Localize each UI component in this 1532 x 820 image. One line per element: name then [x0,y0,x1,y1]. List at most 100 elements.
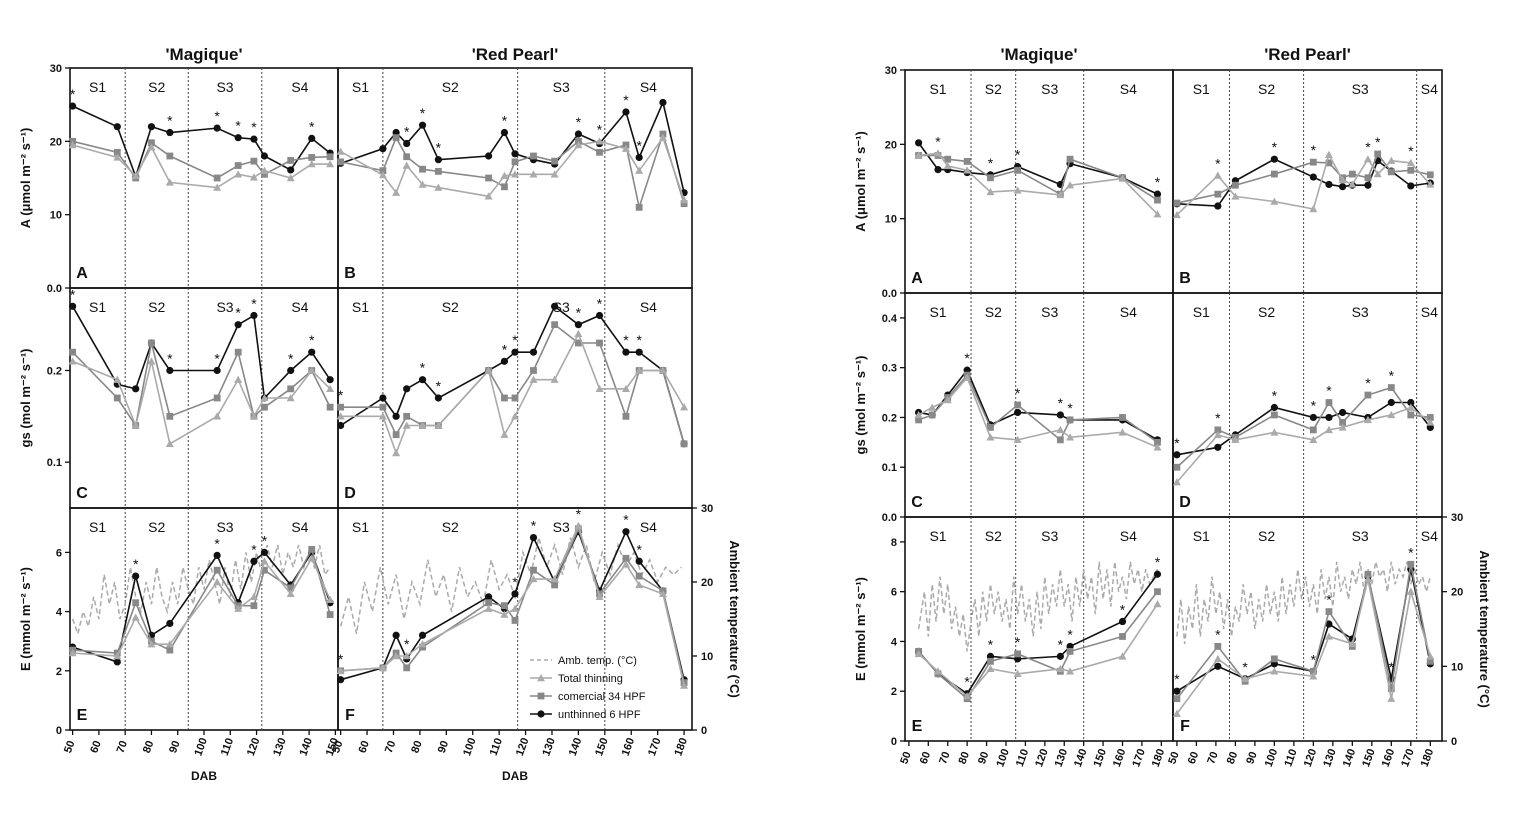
significance-star: * [636,332,642,348]
y-tick-label: 6 [891,587,897,599]
data-point [1309,667,1317,675]
data-point [113,153,122,161]
data-point [402,161,411,169]
data-point [1270,403,1278,412]
temperature-line [1176,561,1432,645]
significance-star: * [70,286,76,302]
data-point [379,145,387,153]
data-point [485,599,492,607]
series-line-comercial-34-hpf [72,547,331,654]
panel-frame-B [1172,69,1443,294]
data-point [250,557,258,565]
x-tick-label: 90 [1244,750,1259,766]
significance-star: * [576,305,582,321]
temp-tick-label: 10 [1451,661,1463,673]
data-point [148,139,155,147]
series-line-unthinned-6-hpf [918,368,1158,441]
data-point [511,348,519,356]
stage-label-S3: S3 [553,79,570,95]
data-point [68,357,77,365]
data-point [336,666,345,674]
data-point [379,167,387,175]
data-point [680,681,689,689]
significance-star: * [576,506,582,522]
data-point [1013,435,1022,444]
data-point [596,339,603,347]
data-point [392,631,400,639]
y-tick-label: 10 [50,210,62,222]
panel-letter-C: C [911,494,923,511]
data-point [1325,159,1333,167]
data-point [1214,426,1222,434]
x-tick-label: 130 [540,736,558,757]
significance-star: * [167,113,173,129]
data-point [529,375,538,383]
panel-frame-E [69,507,339,731]
data-point [403,385,411,393]
data-point [1407,560,1415,568]
data-point [622,412,630,420]
data-point [963,373,972,381]
data-point [680,200,688,208]
data-point [1066,433,1075,441]
data-point [1173,463,1181,471]
temp-tick-label: 10 [701,651,713,663]
data-point [1309,435,1318,444]
data-point [1374,150,1382,158]
data-point [213,578,222,586]
data-point [392,431,400,439]
data-point [551,321,559,329]
data-point [287,385,295,393]
significance-star: * [512,574,518,590]
data-point [659,98,667,107]
data-point [596,148,603,156]
stage-label-S1: S1 [1193,81,1210,97]
data-point [1214,643,1222,650]
data-point [1309,426,1317,434]
x-tick-label: 120 [1302,747,1320,768]
significance-star: * [309,118,315,134]
data-point [1363,415,1372,424]
data-point [1348,180,1357,188]
stage-label-S2: S2 [985,81,1002,97]
data-point [1387,398,1395,407]
data-point [307,160,316,168]
data-point [1270,197,1279,205]
data-point [680,440,688,448]
significance-star: * [436,140,442,156]
data-point [308,546,316,553]
significance-star: * [235,118,241,134]
stage-label-S2: S2 [442,519,459,535]
y-axis-label: E (mmol m⁻² s⁻¹) [18,567,33,671]
data-point [308,154,316,161]
temp-tick-label: 30 [701,503,713,515]
data-point [1231,192,1240,200]
data-point [261,170,268,178]
significance-star: * [338,651,344,667]
data-point [337,158,345,166]
data-point [113,148,121,156]
x-tick-label: 100 [994,747,1012,768]
data-point [635,557,643,565]
legend-label: Total thinning [558,673,623,685]
legend-label: Amb. temp. (°C) [558,655,637,667]
data-point [484,593,493,601]
temp-axis-label: Ambient temperature (°C) [727,540,742,698]
significance-star: * [597,121,603,137]
data-point [574,321,583,329]
data-point [434,156,442,164]
y-tick-label: 0.3 [882,363,897,375]
x-tick-label: 70 [1205,750,1220,766]
significance-star: * [309,332,315,348]
significance-star: * [988,155,994,171]
stage-label-S1: S1 [1193,528,1210,544]
data-point [1339,419,1346,426]
y-tick-label: 0.4 [882,313,898,325]
x-tick-label: 50 [898,750,913,766]
data-point [113,652,122,660]
data-point [1387,685,1395,693]
significance-star: * [636,541,642,557]
x-tick-label: 80 [141,739,156,755]
significance-star: * [1058,395,1064,411]
x-tick-label: 60 [357,739,372,755]
